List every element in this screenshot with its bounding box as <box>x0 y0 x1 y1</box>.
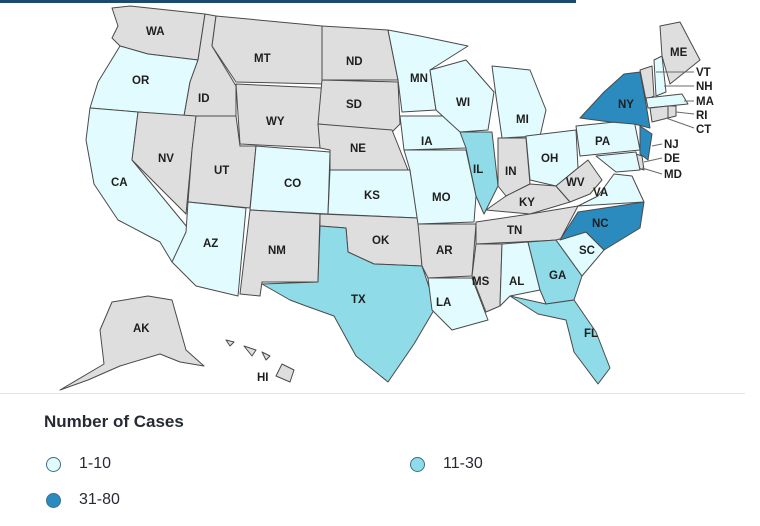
leader-ri <box>675 111 695 115</box>
state-ar <box>417 223 477 279</box>
label-ms: MS <box>472 276 490 288</box>
legend-swatch-11-30 <box>410 456 425 472</box>
state-tn <box>475 205 579 245</box>
state-tx <box>261 225 435 383</box>
state-wv <box>555 159 603 203</box>
legend-swatch-1-10 <box>46 456 61 472</box>
label-ar: AR <box>436 245 453 257</box>
label-md: MD <box>664 169 682 181</box>
state-ms <box>471 243 503 313</box>
legend-label-31-80: 31-80 <box>79 491 120 508</box>
legend-item-1-10: 1-10 <box>46 455 111 473</box>
label-sc: SC <box>579 245 595 257</box>
state-hi <box>225 339 295 383</box>
state-nd <box>321 25 399 81</box>
leader-md <box>641 167 663 175</box>
legend-title: Number of Cases <box>44 412 184 431</box>
label-mi: MI <box>516 114 529 126</box>
state-la <box>427 277 489 331</box>
state-sd <box>317 79 401 133</box>
label-tx: TX <box>351 294 366 306</box>
label-mt: MT <box>254 53 271 65</box>
label-hi: HI <box>257 372 269 384</box>
state-nc <box>559 201 645 251</box>
label-ca: CA <box>111 177 128 189</box>
label-ga: GA <box>549 270 566 282</box>
label-il: IL <box>473 164 483 176</box>
label-la: LA <box>436 297 451 309</box>
leader-nj <box>651 143 663 147</box>
label-pa: PA <box>595 136 610 148</box>
label-id: ID <box>198 93 210 105</box>
label-ut: UT <box>214 165 229 177</box>
label-fl: FL <box>584 328 598 340</box>
label-oh: OH <box>541 153 558 165</box>
state-md <box>595 151 641 173</box>
state-mi <box>491 65 547 139</box>
label-nc: NC <box>592 218 609 230</box>
label-ky: KY <box>519 197 535 209</box>
legend-label-11-30: 11-30 <box>443 455 483 472</box>
legend-swatch-31-80 <box>46 492 61 508</box>
leader-de <box>643 157 663 163</box>
state-ma <box>645 93 689 109</box>
label-mn: MN <box>410 73 428 85</box>
label-ny: NY <box>618 99 634 111</box>
label-ia: IA <box>421 136 433 148</box>
us-map: WA OR CA ID NV MT WY UT AZ CO NM ND SD N… <box>59 5 714 391</box>
state-ct <box>649 105 669 123</box>
label-sd: SD <box>346 99 362 111</box>
state-mt <box>211 15 323 85</box>
legend-item-31-80: 31-80 <box>46 491 120 509</box>
state-ak <box>59 295 205 391</box>
label-vt: VT <box>696 67 711 79</box>
label-wv: WV <box>566 177 585 189</box>
label-wy: WY <box>266 116 285 128</box>
label-nd: ND <box>346 56 363 68</box>
label-ri: RI <box>696 110 708 122</box>
label-va: VA <box>593 187 608 199</box>
label-nm: NM <box>268 245 286 257</box>
label-co: CO <box>284 178 301 190</box>
state-al <box>499 241 541 307</box>
label-or: OR <box>132 75 150 87</box>
state-va <box>577 173 645 207</box>
state-ny <box>579 71 651 129</box>
label-tn: TN <box>507 225 522 237</box>
state-nj <box>639 125 653 161</box>
state-nv <box>131 111 197 215</box>
label-al: AL <box>509 276 524 288</box>
top-rule <box>0 0 576 3</box>
state-fl <box>509 295 611 385</box>
label-mo: MO <box>432 192 451 204</box>
label-in: IN <box>505 166 517 178</box>
label-nh: NH <box>696 81 713 93</box>
label-ct: CT <box>696 124 711 136</box>
state-nh <box>653 55 667 97</box>
state-vt <box>639 65 655 101</box>
label-ne: NE <box>350 143 366 155</box>
label-nj: NJ <box>664 139 679 151</box>
label-az: AZ <box>203 238 218 250</box>
state-wi <box>429 59 495 133</box>
legend-divider <box>0 393 745 394</box>
label-ok: OK <box>372 235 390 247</box>
label-wa: WA <box>146 26 165 38</box>
label-me: ME <box>670 47 688 59</box>
label-nv: NV <box>158 153 174 165</box>
state-il <box>459 131 499 215</box>
state-az <box>171 201 247 297</box>
state-ri <box>667 105 677 119</box>
label-ma: MA <box>696 96 714 108</box>
label-ak: AK <box>133 323 150 335</box>
label-wi: WI <box>456 97 470 109</box>
legend-label-1-10: 1-10 <box>79 455 112 472</box>
label-ks: KS <box>364 190 380 202</box>
leader-ct <box>665 117 695 129</box>
legend-item-11-30: 11-30 <box>410 455 483 473</box>
label-de: DE <box>664 153 680 165</box>
